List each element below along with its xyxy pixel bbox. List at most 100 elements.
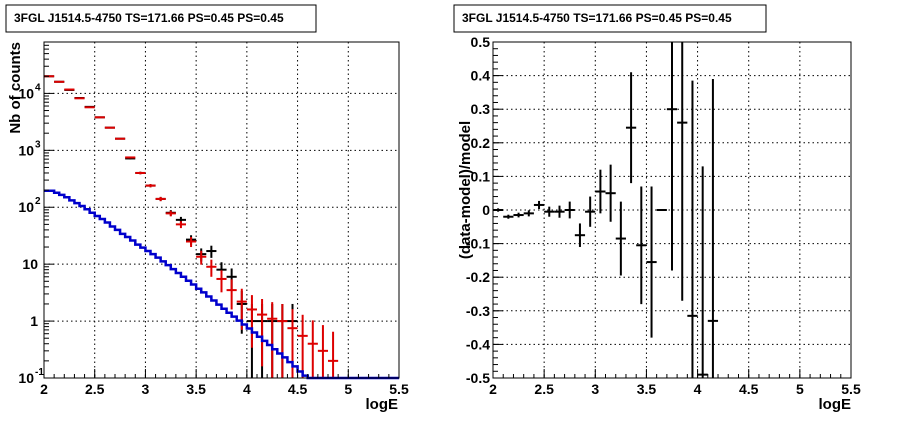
y-tick-label: -0.5 xyxy=(466,370,490,386)
data-point xyxy=(574,223,586,247)
data-point xyxy=(155,196,166,202)
y-tick-label: 10 xyxy=(22,256,38,272)
data-point xyxy=(226,279,237,310)
data-point xyxy=(513,212,524,218)
data-point xyxy=(328,331,339,378)
chart-title: 3FGL J1514.5-4750 TS=171.66 PS=0.45 PS=0… xyxy=(462,11,732,25)
data-point xyxy=(523,210,534,217)
data-point xyxy=(554,205,565,218)
x-tick-label: 4 xyxy=(694,381,702,397)
data-point xyxy=(165,210,176,217)
data-point xyxy=(615,201,626,276)
y-tick-label: 0.3 xyxy=(471,101,491,117)
x-tick-label: 3 xyxy=(142,381,150,397)
data-point xyxy=(595,169,606,214)
data-point xyxy=(125,156,136,159)
data-point xyxy=(257,299,268,367)
data-point xyxy=(636,186,647,305)
data-point xyxy=(625,72,637,184)
data-point xyxy=(196,250,207,265)
data-point xyxy=(135,171,146,175)
y-tick-label: 0 xyxy=(482,202,490,218)
y-tick-label: 10 xyxy=(18,370,34,386)
y-tick-label: 10 xyxy=(18,142,34,158)
data-point xyxy=(267,302,278,378)
data-point xyxy=(677,42,688,301)
y-tick-label: 0.1 xyxy=(471,168,491,184)
y-tick-exponent: 4 xyxy=(35,82,41,93)
x-tick-label: 5.5 xyxy=(389,381,409,397)
data-point xyxy=(104,126,115,129)
x-tick-label: 2 xyxy=(40,381,48,397)
data-point xyxy=(687,80,698,378)
data-point xyxy=(297,314,308,378)
residuals-panel: 3FGL J1514.5-4750 TS=171.66 PS=0.45 PS=0… xyxy=(453,4,861,413)
data-point xyxy=(585,196,596,227)
data-point xyxy=(94,116,105,119)
chart-title: 3FGL J1514.5-4750 TS=171.66 PS=0.45 PS=0… xyxy=(14,11,284,25)
plot-frame xyxy=(43,41,400,379)
y-tick-label: 1 xyxy=(30,313,38,329)
y-tick-label: 10 xyxy=(18,199,34,215)
data-point xyxy=(544,206,555,217)
y-axis-title: (data-model)/model xyxy=(457,121,474,259)
data-point xyxy=(503,214,514,219)
data-point xyxy=(697,166,708,378)
x-tick-label: 2.5 xyxy=(85,381,105,397)
data-series xyxy=(44,75,399,380)
counts-panel: 3FGL J1514.5-4750 TS=171.66 PS=0.45 PS=0… xyxy=(5,4,409,413)
x-tick-label: 4 xyxy=(243,381,251,397)
data-point xyxy=(206,245,217,258)
data-point xyxy=(307,320,318,378)
data-point xyxy=(74,97,85,100)
data-point xyxy=(175,221,186,229)
y-tick-label: 0.5 xyxy=(471,34,491,50)
chart-title-box xyxy=(5,4,317,33)
y-tick-exponent: 3 xyxy=(35,139,41,150)
y-tick-exponent: 2 xyxy=(35,196,41,207)
x-tick-label: 5 xyxy=(796,381,804,397)
data-point xyxy=(246,295,257,348)
x-tick-label: 3.5 xyxy=(186,381,206,397)
x-tick-label: 2.5 xyxy=(534,381,554,397)
y-tick-label: 0.4 xyxy=(471,68,491,84)
x-tick-label: 5 xyxy=(344,381,352,397)
x-tick-label: 5.5 xyxy=(841,381,861,397)
y-axis-title: Nb of counts xyxy=(7,42,24,134)
data-point xyxy=(533,200,545,209)
data-point xyxy=(666,42,678,271)
data-point xyxy=(605,164,616,222)
data-point xyxy=(287,309,298,378)
data-point xyxy=(564,201,575,219)
data-point xyxy=(317,325,328,378)
x-tick-label: 2 xyxy=(489,381,497,397)
data-point xyxy=(186,237,197,248)
y-tick-label: -0.4 xyxy=(466,336,490,352)
data-point xyxy=(707,78,719,378)
axis-ticks: 2 2.5 3 3.5 4 4.5 5 5.5 -0.5 -0.4 -0.3 -0.2 -0.1 0 0.1… xyxy=(466,34,861,397)
data-point xyxy=(216,270,227,293)
x-tick-label: 3.5 xyxy=(637,381,657,397)
model-step-line xyxy=(44,189,399,380)
data-point xyxy=(115,137,126,140)
y-tick-label: -0.3 xyxy=(466,303,490,319)
grid-lines xyxy=(44,42,399,378)
chart-title-box xyxy=(453,4,767,33)
y-tick-label: -0.1 xyxy=(466,236,490,252)
y-tick-label: 10 xyxy=(18,85,34,101)
data-point xyxy=(84,106,95,109)
data-point xyxy=(277,303,288,378)
y-tick-label: 0.2 xyxy=(471,135,491,151)
x-tick-label: 3 xyxy=(591,381,599,397)
grid-lines xyxy=(493,42,851,378)
x-axis-title: logE xyxy=(366,396,399,413)
data-point xyxy=(206,259,217,277)
data-point xyxy=(145,184,156,188)
x-tick-label: 4.5 xyxy=(288,381,308,397)
y-tick-label: -0.2 xyxy=(466,269,490,285)
data-point xyxy=(646,186,657,338)
x-axis-title: logE xyxy=(819,396,852,413)
x-tick-label: 4.5 xyxy=(739,381,759,397)
